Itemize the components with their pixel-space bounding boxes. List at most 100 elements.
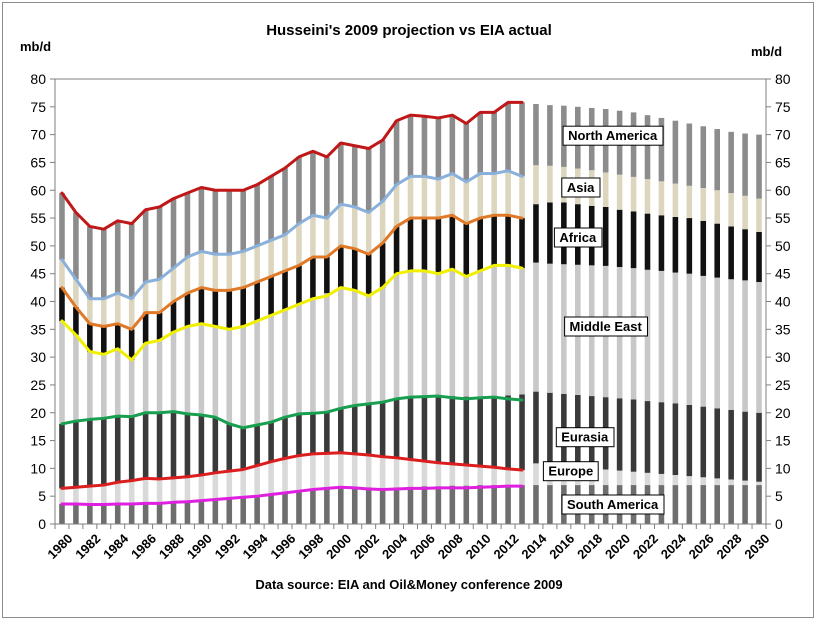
bar-asia-2005: [407, 176, 414, 219]
bar-eurasia-1982: [87, 419, 93, 487]
bar-eurasia-2007: [435, 396, 442, 463]
bar-africa-1999: [324, 257, 330, 294]
x-tick-label-2024: 2024: [658, 530, 690, 562]
bar-south-america-1995: [268, 494, 274, 524]
bar-south-america-1985: [128, 503, 135, 524]
line-south-america: [60, 484, 524, 507]
bar-africa-2014: [533, 204, 539, 263]
x-tick-label-2000: 2000: [323, 531, 354, 562]
bar-north-america-2026: [700, 126, 707, 189]
region-label-text: Eurasia: [561, 430, 609, 445]
bar-middle-east-2013: [519, 268, 525, 395]
bar-asia-1982: [87, 298, 93, 324]
bar-north-america-2002: [365, 148, 372, 213]
bar-asia-1992: [226, 254, 233, 291]
bar-eurasia-2001: [351, 405, 358, 454]
y-tick-label-left-0: 0: [38, 516, 46, 532]
bar-south-america-1991: [212, 499, 219, 524]
bar-asia-1994: [254, 245, 260, 283]
bar-asia-2029: [742, 195, 748, 230]
bar-south-america-2025: [686, 485, 693, 524]
bar-south-america-2027: [714, 485, 720, 524]
bar-north-america-2029: [742, 133, 748, 196]
bar-middle-east-2024: [672, 272, 679, 404]
bar-africa-1983: [101, 326, 107, 355]
region-label-text: Middle East: [570, 319, 643, 334]
bar-middle-east-1980: [59, 320, 65, 424]
bar-south-america-1981: [73, 503, 79, 524]
x-tick-label-1996: 1996: [267, 531, 298, 562]
bar-north-america-2024: [672, 120, 679, 184]
bar-africa-2001: [351, 248, 358, 291]
bar-eurasia-1995: [268, 422, 274, 462]
region-label-eurasia: Eurasia: [555, 427, 615, 448]
bar-africa-2027: [714, 223, 720, 278]
bar-south-america-2006: [421, 486, 428, 524]
bar-africa-2020: [616, 209, 623, 268]
bar-south-america-1996: [282, 492, 288, 524]
bar-eurasia-2015: [547, 392, 553, 466]
bar-asia-2021: [630, 176, 637, 212]
bar-asia-2009: [463, 181, 470, 224]
bar-europe-2019: [602, 469, 609, 486]
bar-north-america-1992: [226, 190, 233, 255]
bar-eurasia-1993: [240, 427, 246, 470]
bar-middle-east-2006: [421, 270, 428, 397]
bar-north-america-1996: [282, 168, 288, 235]
bar-middle-east-2011: [491, 265, 497, 397]
bar-asia-2006: [421, 176, 428, 219]
bar-europe-2026: [700, 477, 707, 486]
bar-south-america-1980: [59, 503, 65, 524]
bar-middle-east-2008: [449, 269, 456, 397]
bar-eurasia-2023: [658, 402, 665, 474]
region-label-box: [555, 427, 615, 448]
bar-europe-2021: [630, 471, 637, 486]
bar-middle-east-1984: [114, 348, 121, 417]
bar-europe-2012: [505, 468, 511, 486]
region-label-box: [564, 316, 648, 337]
bar-africa-1987: [156, 312, 163, 341]
bar-eurasia-1985: [128, 416, 135, 481]
bar-north-america-1998: [310, 151, 316, 216]
bar-south-america-2013: [519, 485, 525, 524]
bar-middle-east-1986: [142, 343, 149, 413]
bar-europe-2028: [728, 479, 734, 486]
bar-eurasia-2014: [533, 391, 539, 464]
bar-africa-2028: [728, 226, 734, 280]
bar-africa-2030: [756, 231, 762, 283]
bar-asia-2002: [365, 212, 372, 255]
x-tick-label-2006: 2006: [407, 531, 438, 562]
bar-middle-east-1988: [170, 332, 177, 412]
y-tick-label-right-20: 20: [775, 405, 791, 421]
bar-north-america-2004: [393, 120, 400, 185]
bar-south-america-2015: [547, 485, 553, 524]
bar-asia-1997: [296, 223, 302, 266]
bar-europe-1999: [324, 453, 330, 489]
bar-north-america-2000: [338, 142, 344, 205]
bar-middle-east-1992: [226, 329, 233, 424]
bar-north-america-2013: [519, 102, 525, 177]
bar-middle-east-1995: [268, 315, 274, 423]
region-label-asia: Asia: [561, 177, 601, 198]
bar-africa-1982: [87, 323, 93, 352]
region-label-box: [561, 494, 665, 515]
x-tick-label-2004: 2004: [379, 530, 411, 562]
bar-eurasia-1989: [184, 413, 191, 477]
bar-africa-1993: [240, 287, 246, 327]
bar-eurasia-2013: [519, 394, 525, 471]
bar-south-america-1984: [114, 503, 121, 524]
x-tick-label-2012: 2012: [491, 531, 522, 562]
bar-middle-east-2023: [658, 270, 665, 403]
y-tick-label-right-75: 75: [775, 99, 791, 115]
bar-asia-2027: [714, 190, 720, 224]
region-label-middle-east: Middle East: [564, 316, 648, 337]
y-tick-label-right-15: 15: [775, 433, 791, 449]
bar-africa-2003: [379, 243, 386, 288]
bar-eurasia-1999: [324, 412, 330, 454]
bar-eurasia-2028: [728, 409, 734, 480]
bar-south-america-1992: [226, 498, 233, 524]
bar-middle-east-2004: [393, 273, 400, 399]
y-tick-label-left-80: 80: [30, 71, 46, 87]
bar-middle-east-1983: [101, 354, 107, 419]
bar-europe-1991: [212, 472, 219, 500]
